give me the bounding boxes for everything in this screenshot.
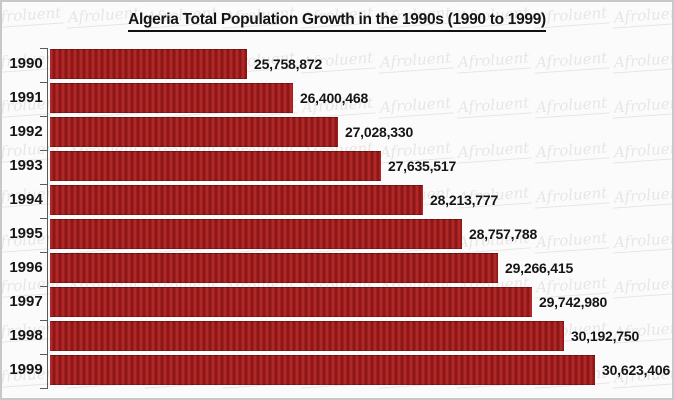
axis-tick xyxy=(40,286,48,287)
axis-tick xyxy=(40,150,48,151)
value-label: 29,742,980 xyxy=(539,294,608,310)
year-label: 1990 xyxy=(9,55,43,72)
chart-title-text: Algeria Total Population Growth in the 1… xyxy=(128,11,546,32)
axis-tick xyxy=(40,320,48,321)
bar-row: 1994 28,213,777 xyxy=(2,185,672,215)
bar-1998 xyxy=(50,321,564,351)
value-label: 25,758,872 xyxy=(254,56,323,72)
bar-row: 1990 25,758,872 xyxy=(2,49,672,79)
axis-tick xyxy=(40,354,48,355)
bar-1993 xyxy=(50,151,381,181)
bar-row: 1999 30,623,406 xyxy=(2,355,672,385)
year-label: 1997 xyxy=(9,293,43,310)
bar-1991 xyxy=(50,83,293,113)
year-label: 1991 xyxy=(9,89,43,106)
year-label: 1994 xyxy=(9,191,43,208)
axis-tick xyxy=(40,252,48,253)
value-label: 28,757,788 xyxy=(469,226,538,242)
bar-row: 1991 26,400,468 xyxy=(2,83,672,113)
axis-tick xyxy=(40,48,48,49)
bar-1992 xyxy=(50,117,338,147)
bar-1990 xyxy=(50,49,247,79)
bar-row: 1998 30,192,750 xyxy=(2,321,672,351)
value-label: 27,635,517 xyxy=(388,158,457,174)
bar-1997 xyxy=(50,287,532,317)
bar-row: 1996 29,266,415 xyxy=(2,253,672,283)
value-label: 26,400,468 xyxy=(300,90,369,106)
value-label: 30,623,406 xyxy=(602,362,671,378)
year-label: 1999 xyxy=(9,361,43,378)
year-label: 1998 xyxy=(9,327,43,344)
year-label: 1996 xyxy=(9,259,43,276)
bar-1995 xyxy=(50,219,462,249)
value-label: 29,266,415 xyxy=(505,260,574,276)
bar-1994 xyxy=(50,185,423,215)
bar-1996 xyxy=(50,253,498,283)
axis-tick xyxy=(40,82,48,83)
axis-tick xyxy=(40,218,48,219)
bar-1999 xyxy=(50,355,595,385)
year-label: 1992 xyxy=(9,123,43,140)
bar-row: 1995 28,757,788 xyxy=(2,219,672,249)
chart-title: Algeria Total Population Growth in the 1… xyxy=(2,11,672,32)
axis-tick xyxy=(40,116,48,117)
axis-tick xyxy=(40,184,48,185)
bar-row: 1997 29,742,980 xyxy=(2,287,672,317)
value-label: 28,213,777 xyxy=(430,192,499,208)
year-label: 1995 xyxy=(9,225,43,242)
value-label: 30,192,750 xyxy=(571,328,640,344)
bar-row: 1993 27,635,517 xyxy=(2,151,672,181)
axis-tick xyxy=(40,388,48,389)
year-label: 1993 xyxy=(9,157,43,174)
bar-row: 1992 27,028,330 xyxy=(2,117,672,147)
value-label: 27,028,330 xyxy=(345,124,414,140)
